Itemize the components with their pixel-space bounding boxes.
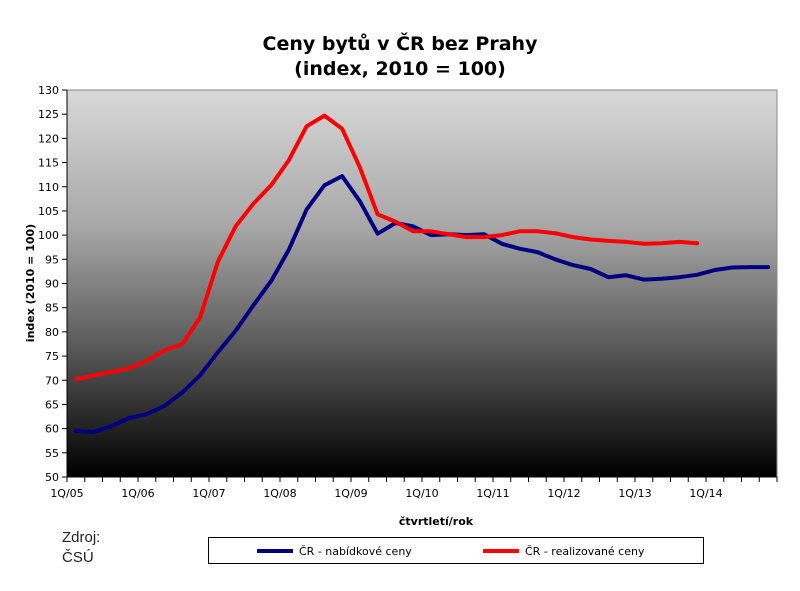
- y-tick-label: 130: [38, 84, 59, 97]
- y-tick-label: 85: [45, 302, 59, 315]
- x-axis-title: čtvrtletí/rok: [399, 515, 474, 528]
- chart-title-line-2: (index, 2010 = 100): [294, 58, 506, 80]
- x-tick-label: 1Q/07: [192, 487, 225, 500]
- legend-swatch-realized: [483, 549, 519, 553]
- source-label: Zdroj:: [62, 529, 101, 546]
- chart-title: Ceny bytů v ČR bez Prahy (index, 2010 = …: [0, 32, 800, 82]
- source-note: Zdroj: ČSÚ: [62, 528, 100, 568]
- x-tick-label: 1Q/11: [476, 487, 509, 500]
- x-tick-label: 1Q/13: [618, 487, 651, 500]
- y-tick-label: 80: [45, 326, 59, 339]
- plot-area: [66, 89, 778, 478]
- y-tick-label: 75: [45, 350, 59, 363]
- x-tick-label: 1Q/14: [689, 487, 722, 500]
- legend-label-realized: ČR - realizované ceny: [525, 544, 645, 558]
- x-tick-label: 1Q/09: [334, 487, 367, 500]
- y-tick-label: 110: [38, 181, 59, 194]
- y-tick-label: 50: [45, 471, 59, 484]
- x-tick-label: 1Q/06: [121, 487, 154, 500]
- legend-label-offer: ČR - nabídkové ceny: [299, 544, 412, 558]
- y-tick-label: 95: [45, 253, 59, 266]
- y-tick-label: 60: [45, 423, 59, 436]
- y-tick-label: 105: [38, 205, 59, 218]
- y-tick-label: 100: [38, 229, 59, 242]
- legend-swatch-offer: [257, 549, 293, 553]
- y-tick-label: 70: [45, 374, 59, 387]
- x-tick-label: 1Q/05: [50, 487, 83, 500]
- source-name: ČSÚ: [62, 549, 94, 566]
- y-tick-label: 55: [45, 447, 59, 460]
- series-line-realized-prices: [73, 113, 700, 382]
- x-tick-label: 1Q/12: [547, 487, 580, 500]
- y-tick-label: 90: [45, 278, 59, 291]
- x-tick-label: 1Q/08: [263, 487, 296, 500]
- chart-title-line-1: Ceny bytů v ČR bez Prahy: [262, 33, 538, 55]
- x-tick-label: 1Q/10: [405, 487, 438, 500]
- y-axis-title: index (2010 = 100): [24, 224, 37, 342]
- y-tick-label: 125: [38, 108, 59, 121]
- y-tick-label: 65: [45, 398, 59, 411]
- y-tick-label: 115: [38, 157, 59, 170]
- legend-item-offer: ČR - nabídkové ceny: [257, 543, 412, 559]
- y-tick-label: 120: [38, 132, 59, 145]
- legend: ČR - nabídkové ceny ČR - realizované cen…: [208, 537, 704, 564]
- legend-item-realized: ČR - realizované ceny: [483, 543, 644, 559]
